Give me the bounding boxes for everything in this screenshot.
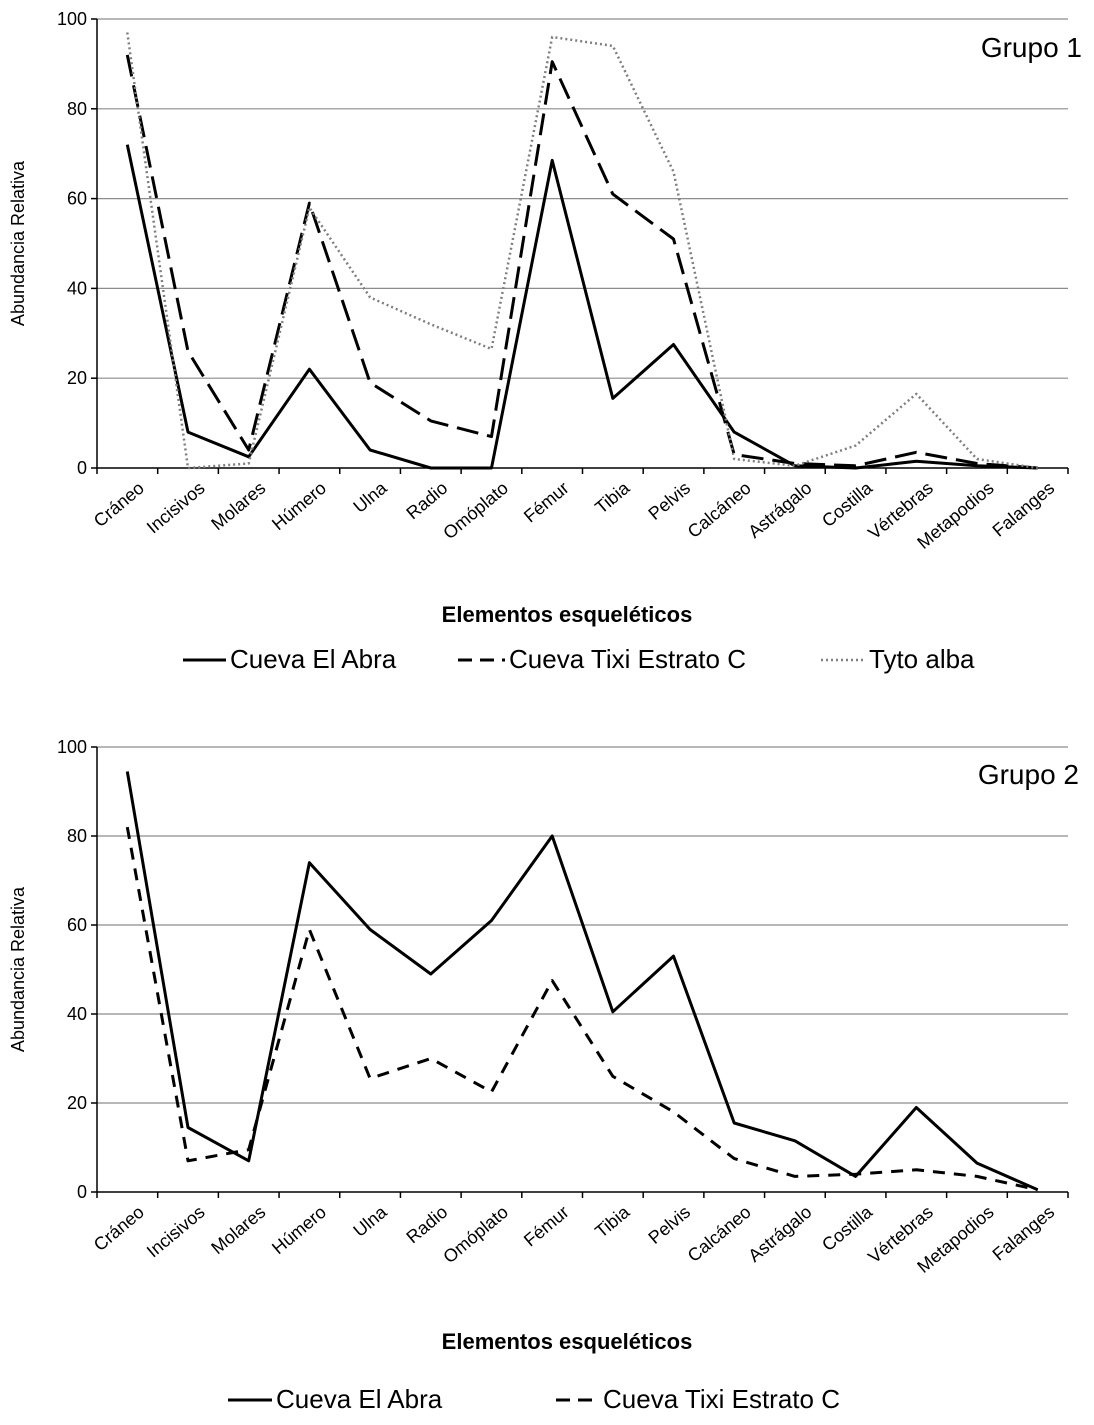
x-tick-label: Omóplato bbox=[439, 478, 512, 543]
x-tick-label: Tibia bbox=[591, 477, 634, 518]
x-tick-label: Costilla bbox=[818, 1201, 877, 1255]
panel-title: Grupo 1 bbox=[981, 32, 1082, 63]
x-tick-label: Calcáneo bbox=[684, 1202, 755, 1266]
y-tick-label: 20 bbox=[67, 1093, 87, 1113]
x-tick-label: Ulna bbox=[349, 477, 391, 517]
y-tick-label: 40 bbox=[67, 1004, 87, 1024]
x-axis-title: Elementos esqueléticos bbox=[442, 1329, 693, 1354]
x-tick-label: Falanges bbox=[989, 478, 1059, 541]
y-tick-label: 40 bbox=[67, 278, 87, 298]
x-tick-label: Cráneo bbox=[90, 1202, 148, 1255]
x-tick-label: Radio bbox=[402, 1202, 451, 1248]
x-tick-label: Incisivos bbox=[143, 478, 209, 538]
x-tick-label: Fémur bbox=[520, 478, 573, 527]
x-tick-label: Molares bbox=[207, 1202, 269, 1258]
y-axis-title: Abundancia Relativa bbox=[8, 160, 28, 326]
series-line-2 bbox=[125, 826, 1039, 1192]
x-tick-label: Ulna bbox=[349, 1201, 391, 1241]
y-tick-label: 60 bbox=[67, 189, 87, 209]
y-tick-label: 80 bbox=[67, 826, 87, 846]
x-tick-label: Radio bbox=[402, 478, 451, 524]
legend-label: Cueva El Abra bbox=[276, 1384, 443, 1414]
x-tick-label: Astrágalo bbox=[744, 478, 815, 542]
series-line-3 bbox=[126, 32, 1038, 470]
y-axis-title: Abundancia Relativa bbox=[8, 886, 28, 1052]
x-tick-label: Cráneo bbox=[90, 478, 148, 531]
legend-label: Cueva Tixi Estrato C bbox=[603, 1384, 840, 1414]
x-tick-label: Húmero bbox=[268, 478, 330, 534]
chart-panel-1: 0 20 40 60 80 100 CráneoIncisivosMolaresHúmero… bbox=[8, 9, 1082, 674]
y-tick-label: 20 bbox=[67, 368, 87, 388]
x-axis-title: Elementos esqueléticos bbox=[442, 602, 693, 627]
series-line-1 bbox=[125, 144, 1038, 470]
panel-title: Grupo 2 bbox=[978, 759, 1079, 790]
x-tick-label: Incisivos bbox=[143, 1202, 209, 1262]
x-tick-label: Astrágalo bbox=[744, 1202, 815, 1266]
chart-panel-2: 0 20 40 60 80 100 CráneoIncisivosMolaresHúmero… bbox=[8, 737, 1079, 1414]
x-tick-label: Costilla bbox=[818, 477, 877, 531]
legend-label: Cueva Tixi Estrato C bbox=[509, 644, 746, 674]
x-tick-label: Pelvis bbox=[644, 1202, 694, 1248]
x-tick-label: Calcáneo bbox=[684, 478, 755, 542]
legend-label: Cueva El Abra bbox=[230, 644, 397, 674]
series-line-2 bbox=[125, 54, 1038, 470]
x-tick-label: Falanges bbox=[989, 1202, 1059, 1265]
y-tick-label: 100 bbox=[57, 737, 87, 757]
series-line-1 bbox=[125, 771, 1039, 1192]
y-tick-label: 100 bbox=[57, 9, 87, 29]
x-tick-label: Fémur bbox=[520, 1202, 573, 1251]
y-tick-label: 80 bbox=[67, 99, 87, 119]
y-tick-label: 0 bbox=[77, 1182, 87, 1202]
x-tick-label: Pelvis bbox=[644, 478, 694, 524]
x-tick-label: Omóplato bbox=[439, 1202, 512, 1267]
legend-label: Tyto alba bbox=[869, 644, 975, 674]
x-tick-label: Tibia bbox=[591, 1201, 634, 1242]
x-tick-label: Molares bbox=[207, 478, 269, 534]
y-tick-label: 60 bbox=[67, 915, 87, 935]
y-tick-label: 0 bbox=[77, 458, 87, 478]
x-tick-label: Húmero bbox=[268, 1202, 330, 1258]
